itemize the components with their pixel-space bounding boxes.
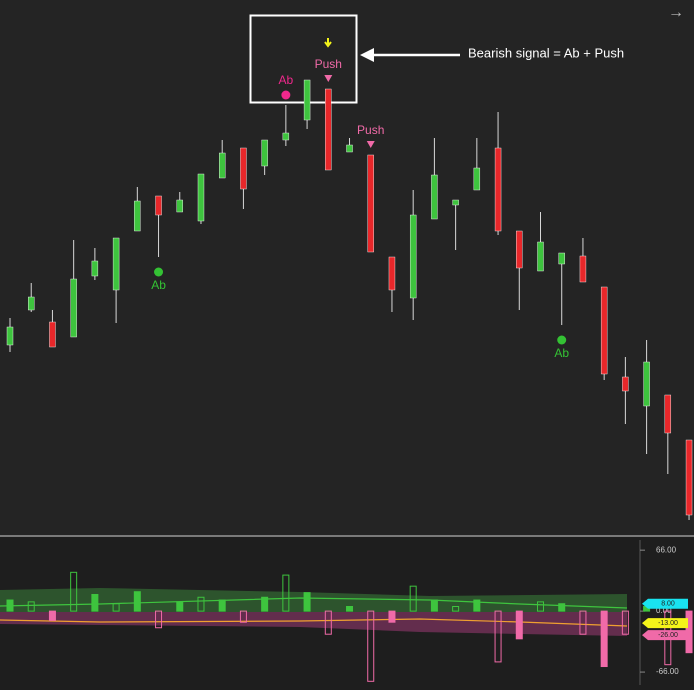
osc-bar — [133, 591, 141, 612]
signal-label: Push — [357, 123, 384, 137]
signal-marker — [366, 141, 375, 148]
osc-badge — [642, 630, 688, 641]
candle-body — [303, 79, 311, 121]
candle-body — [516, 230, 523, 269]
osc-bar — [579, 610, 587, 635]
candle-body — [176, 199, 183, 213]
osc-bar — [70, 571, 78, 612]
signal-marker — [154, 267, 164, 277]
osc-bar — [155, 610, 163, 629]
osc-badge — [642, 618, 688, 629]
candle-body — [91, 260, 99, 277]
osc-bar — [27, 601, 35, 612]
candle-body — [49, 321, 56, 348]
osc-signal-line — [0, 618, 628, 627]
small-arrow-icon — [324, 38, 332, 48]
candle-body — [494, 147, 502, 232]
candle-body — [282, 132, 290, 141]
candle-body — [685, 439, 693, 516]
osc-bar — [282, 574, 290, 612]
candle-body — [134, 200, 141, 232]
osc-bar — [91, 593, 99, 612]
candle-body — [218, 152, 226, 179]
osc-bar — [452, 605, 460, 612]
osc-bar — [176, 601, 184, 612]
candle-body — [28, 296, 35, 311]
osc-badge-label: -13.00 — [658, 620, 678, 627]
osc-bar — [494, 610, 502, 663]
corner-icon[interactable]: → — [668, 4, 684, 21]
osc-bar — [409, 585, 417, 612]
osc-badge-label: -26.00 — [658, 632, 678, 639]
osc-bar — [430, 599, 438, 612]
main-pane — [0, 0, 694, 535]
osc-down-band — [0, 612, 627, 636]
candle-body — [155, 195, 162, 216]
candle-body — [197, 173, 205, 222]
candle-body — [537, 241, 544, 272]
osc-bar — [388, 610, 396, 623]
osc-bar — [239, 610, 247, 623]
candle-body — [240, 147, 247, 190]
osc-bar — [324, 610, 332, 635]
osc-bar — [600, 610, 608, 668]
candle-body — [367, 154, 374, 253]
osc-tick-label: 66.00 — [656, 545, 677, 554]
candle-body — [112, 237, 120, 291]
candle-body — [346, 144, 353, 153]
osc-bar — [621, 610, 629, 635]
annotation-text: Bearish signal = Ab + Push — [468, 45, 624, 60]
osc-bar — [6, 599, 14, 612]
candle-body — [579, 255, 587, 283]
osc-bar — [473, 599, 481, 612]
candle-body — [261, 139, 268, 167]
annotation-box — [249, 14, 358, 104]
signal-marker — [324, 75, 333, 82]
osc-bar — [346, 605, 354, 612]
osc-bar — [515, 610, 523, 640]
candle-body — [6, 326, 14, 346]
candle-body — [452, 199, 459, 206]
osc-bar — [218, 599, 226, 612]
candle-body — [70, 278, 77, 338]
osc-up-band — [0, 588, 627, 612]
signal-label: Ab — [554, 346, 569, 360]
candle-body — [325, 88, 332, 171]
osc-bar — [197, 596, 205, 612]
signal-marker — [557, 335, 567, 345]
osc-badge-label: 8.00 — [661, 601, 675, 608]
signal-marker — [281, 90, 291, 100]
osc-bar — [48, 610, 56, 621]
candle-body — [409, 214, 417, 299]
candle-body — [388, 256, 396, 291]
osc-bar — [112, 603, 120, 612]
candle-body — [622, 376, 629, 392]
osc-bar — [303, 592, 311, 612]
osc-bar — [537, 601, 544, 612]
annotation-arrow-head — [360, 48, 374, 62]
osc-badge — [642, 598, 688, 609]
osc-bar — [367, 610, 375, 682]
candle-body — [600, 286, 608, 375]
candle-body — [558, 252, 565, 265]
signal-label: Ab — [151, 278, 166, 292]
candle-body — [643, 361, 650, 407]
signal-label: Ab — [279, 73, 294, 87]
osc-bar — [558, 603, 566, 612]
signal-label: Push — [315, 57, 342, 71]
osc-bar — [261, 596, 269, 612]
candle-body — [664, 394, 672, 434]
osc-tick-label: -66.00 — [656, 667, 679, 676]
candle-body — [473, 167, 481, 191]
osc-tick-label: 0.00 — [656, 606, 672, 615]
candle-body — [431, 174, 438, 220]
